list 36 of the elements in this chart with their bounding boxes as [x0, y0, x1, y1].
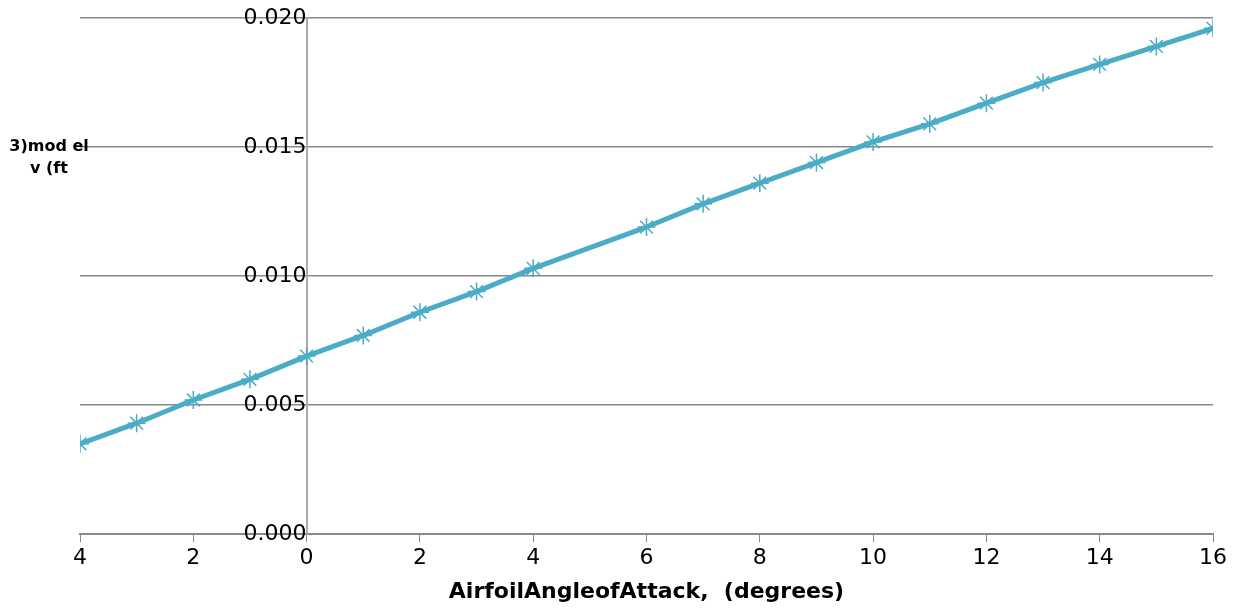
x-tick-label: 12	[972, 544, 1001, 570]
x-tick-label: 4	[526, 544, 541, 570]
x-tick-label: 2	[186, 544, 201, 570]
point	[693, 194, 713, 214]
y-tick-label: 0.000	[243, 519, 307, 545]
point	[806, 152, 827, 173]
x-tick-label: 14	[1085, 544, 1114, 570]
point	[183, 390, 204, 410]
x-tick-label: 6	[639, 544, 654, 570]
point	[863, 132, 883, 152]
point	[410, 302, 430, 322]
point	[1146, 36, 1167, 57]
x-tick-label: 4	[73, 544, 87, 570]
x-axis-title: AirfoilAngleofAttack, (degrees)	[448, 577, 845, 603]
x-tick-label: 16	[1199, 544, 1227, 570]
point	[126, 413, 147, 433]
point	[240, 369, 260, 390]
point	[920, 114, 940, 134]
point	[1033, 72, 1053, 93]
y-axis-title: 3)mod el v (ft	[8, 135, 90, 179]
x-tick-label: 0	[299, 544, 314, 570]
y-tick-label: 0.005	[243, 390, 307, 416]
x-tick-label: 8	[752, 544, 767, 570]
point	[353, 325, 373, 346]
x-tick-label: 10	[859, 544, 888, 570]
point	[750, 173, 770, 193]
point	[523, 258, 543, 279]
y-tick-label: 0.010	[243, 261, 307, 287]
point	[1089, 54, 1110, 75]
point	[296, 346, 317, 366]
point	[636, 217, 657, 237]
y-tick-label: 0.015	[243, 132, 307, 158]
point	[466, 281, 487, 302]
point	[976, 93, 997, 113]
x-tick-label: 2	[412, 544, 427, 570]
y-tick-label: 0.020	[243, 3, 307, 29]
